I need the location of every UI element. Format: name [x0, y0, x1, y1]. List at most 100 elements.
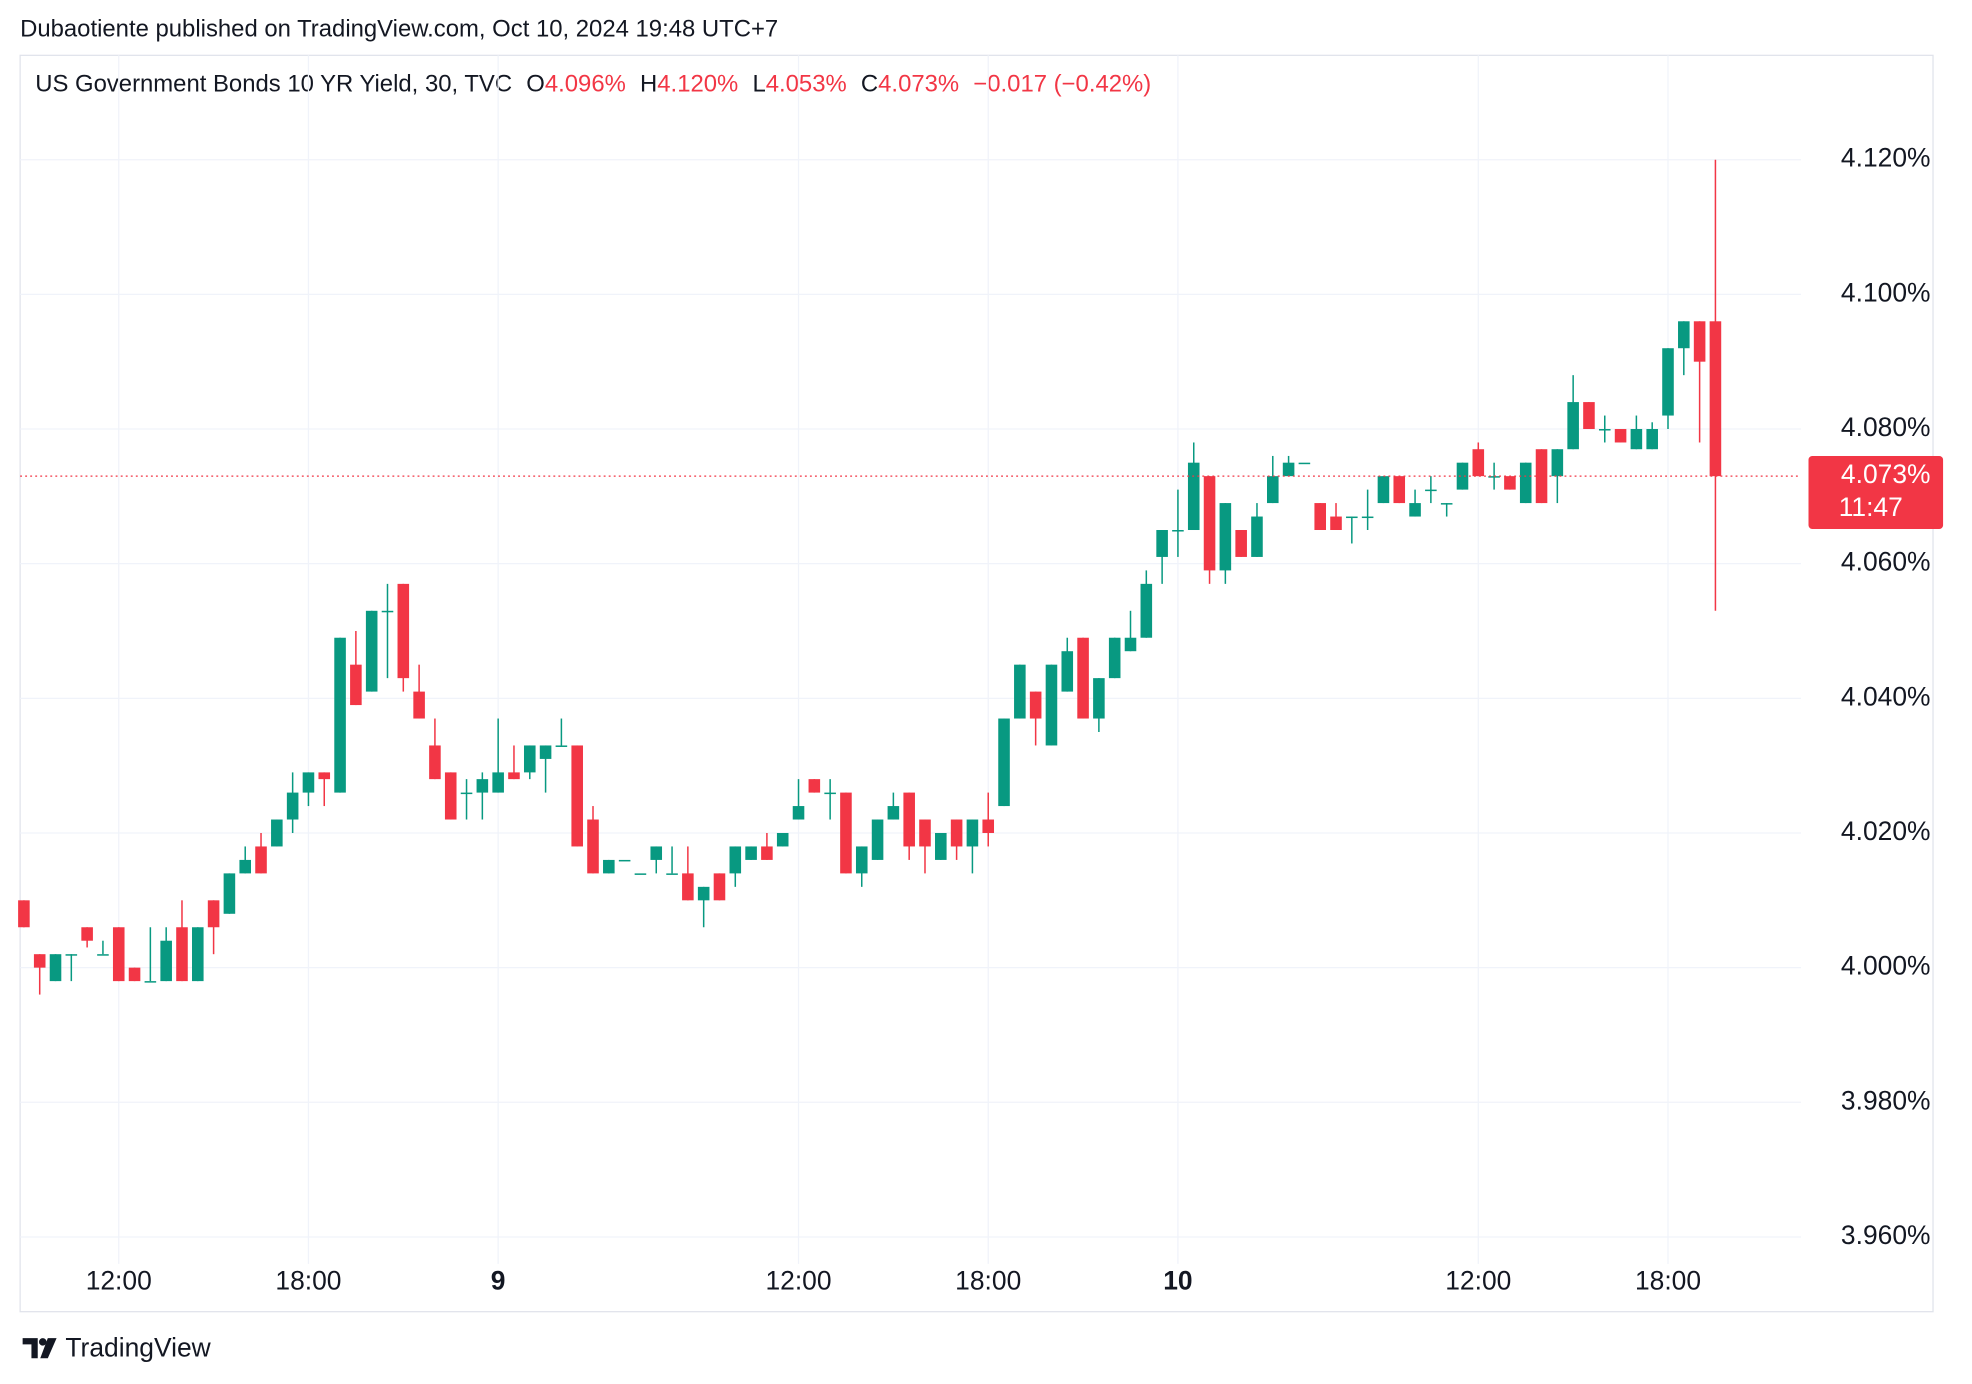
candle-body [1219, 503, 1232, 571]
candle-body [1488, 476, 1500, 478]
candle-body [761, 846, 773, 860]
candle-body [1519, 462, 1532, 504]
candle-body [824, 792, 836, 795]
close-value: 4.073% [878, 71, 959, 98]
overlay: 4.120% 4.100% 4.080% 4.060% 4.040% 4.020% 4.00… [20, 143, 1944, 1296]
candle-body [18, 900, 30, 928]
candle-body [1014, 664, 1026, 719]
candle-body [713, 873, 726, 901]
candle-body [508, 772, 520, 780]
candle-body [1108, 637, 1121, 679]
candle-body [223, 873, 236, 914]
open-key: O [526, 71, 545, 98]
y-tick-label: 4.100% [1841, 277, 1931, 307]
candle-body [429, 745, 441, 780]
candle-body [1251, 516, 1263, 557]
y-tick-label: 4.060% [1841, 547, 1931, 577]
symbol: US Government Bonds 10 YR Yield, 30, TVC [35, 71, 512, 98]
candle-body [444, 772, 457, 820]
candle-body [1567, 402, 1579, 450]
candle-body [492, 772, 504, 793]
x-tick-label: 18:00 [955, 1266, 1021, 1296]
candle-body [523, 745, 536, 773]
y-tick-label: 4.000% [1841, 951, 1931, 981]
candle-body [49, 954, 62, 982]
low-value: 4.053% [766, 71, 847, 98]
brand-name: TradingView [65, 1332, 211, 1362]
x-tick-label: 12:00 [1445, 1266, 1511, 1296]
candle-body [1630, 429, 1643, 450]
candle-body [1535, 449, 1548, 504]
candle-body [966, 819, 979, 847]
candle-body [1551, 449, 1564, 477]
candle-body [887, 806, 900, 820]
candle-body [1172, 530, 1184, 532]
grid [20, 55, 1801, 1264]
candle-body [318, 772, 331, 780]
candle-body [634, 873, 647, 875]
candle-body [334, 637, 346, 793]
candle-body [1472, 449, 1485, 477]
candle-body [1646, 429, 1658, 450]
candle-body [935, 832, 947, 860]
x-tick-label: 18:00 [275, 1266, 341, 1296]
candle-body [539, 745, 552, 759]
legend: US Government Bonds 10 YR Yield, 30, TVC… [35, 71, 1151, 98]
candle-body [381, 610, 394, 613]
candle-body [65, 954, 78, 956]
candle-body [1614, 429, 1627, 443]
candle-body [1061, 651, 1074, 692]
candle-body [176, 927, 188, 982]
candle-body [1409, 503, 1421, 517]
candle-body [33, 954, 46, 968]
candle-body [350, 664, 362, 706]
candle-body [871, 819, 884, 860]
candle-body [128, 967, 141, 982]
candle-body [207, 900, 220, 928]
candle-body [286, 792, 299, 820]
high-key: H [640, 71, 657, 98]
candle-body [1124, 637, 1137, 652]
candle-body [97, 954, 109, 956]
candle-body [1425, 489, 1437, 492]
candle-body [950, 819, 963, 847]
candle-body [1330, 516, 1342, 531]
candle-body [571, 745, 583, 847]
candle-body [1583, 402, 1595, 430]
x-tick-label: 10 [1163, 1266, 1192, 1296]
candle-body [1282, 462, 1295, 477]
candle-body [745, 846, 757, 860]
candle-body [255, 846, 267, 874]
last-price-label: 4.073% [1841, 459, 1931, 489]
candle-body [1709, 321, 1722, 477]
candle-body [1298, 462, 1311, 465]
chart-frame [19, 54, 1934, 1313]
candle-body [776, 832, 789, 847]
candle-body [1140, 583, 1153, 638]
change: −0.017 (−0.42%) [973, 71, 1151, 98]
candle-body [792, 806, 805, 820]
close-key: C [861, 71, 878, 98]
candle-body [112, 927, 125, 982]
candle-body [1235, 530, 1247, 557]
candle-body [397, 583, 410, 679]
candle-body [1678, 321, 1690, 349]
candle-body [840, 792, 852, 874]
candle-body [982, 819, 995, 833]
candle-body [1203, 476, 1216, 571]
candle-body [1346, 516, 1358, 519]
candle-body [729, 846, 742, 874]
y-tick-label: 4.080% [1841, 412, 1931, 442]
high-value: 4.120% [657, 71, 738, 98]
candle-body [919, 819, 931, 847]
y-tick-label: 4.040% [1841, 681, 1931, 711]
last-price-tag [1808, 456, 1944, 529]
candle-body [1598, 429, 1611, 431]
candle-body [365, 610, 378, 692]
candle-body [192, 927, 204, 982]
candles [18, 159, 1722, 995]
candle-body [460, 792, 473, 795]
x-tick-label: 12:00 [86, 1266, 152, 1296]
candle-body [160, 940, 172, 982]
